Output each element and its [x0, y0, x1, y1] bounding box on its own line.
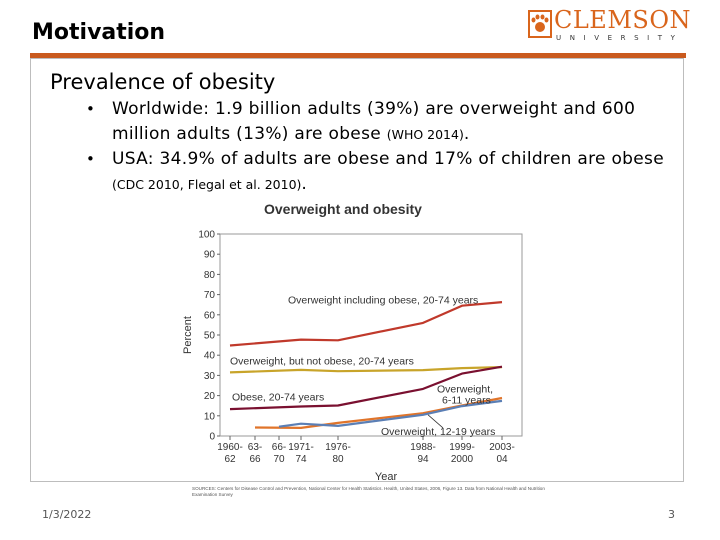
x-tick-label: 1999- — [449, 442, 475, 453]
logo-wordmark: CLEMSON — [554, 6, 692, 34]
bullet-worldwide: Worldwide: 1.9 billion adults (39%) are … — [84, 97, 674, 147]
series-line-1 — [229, 366, 503, 374]
clemson-logo: CLEMSON UNIVERSITY — [528, 6, 692, 44]
x-tick-label: 66- — [272, 442, 286, 453]
x-tick-label: 66 — [249, 454, 261, 465]
y-tick-label: 50 — [204, 331, 216, 342]
logo-subtext: UNIVERSITY — [556, 34, 684, 42]
tiger-paw-icon — [528, 10, 552, 38]
x-tick-label: 2000 — [451, 454, 474, 465]
slide-title: Motivation — [32, 20, 166, 45]
y-tick-label: 100 — [198, 230, 215, 241]
title-divider — [30, 53, 686, 58]
x-tick-label: 1960- — [217, 442, 243, 453]
y-tick-label: 30 — [204, 371, 216, 382]
plot-area — [219, 233, 523, 437]
x-tick-label: 94 — [417, 454, 429, 465]
series-line-2 — [229, 365, 503, 411]
x-tick-label: 80 — [332, 454, 344, 465]
x-tick-label: 63- — [248, 442, 262, 453]
chart-title: Overweight and obesity — [264, 201, 422, 217]
slide-date: 1/3/2022 — [42, 508, 92, 521]
y-tick-label: 10 — [204, 411, 216, 422]
y-tick-label: 80 — [204, 270, 216, 281]
series-label: Overweight, but not obese, 20-74 years — [230, 355, 414, 367]
y-tick-label: 20 — [204, 391, 216, 402]
y-axis-label: Percent — [182, 316, 194, 354]
x-tick-label: 74 — [295, 454, 307, 465]
x-tick-label: 70 — [273, 454, 285, 465]
y-tick-label: 0 — [209, 432, 215, 443]
series-line-0 — [229, 301, 503, 347]
y-tick-label: 70 — [204, 290, 216, 301]
series-label: Overweight including obese, 20-74 years — [288, 295, 478, 307]
series-label: Overweight, 12-19 years — [381, 426, 495, 438]
series-label: Obese, 20-74 years — [232, 392, 324, 404]
x-tick-label: 2003- — [489, 442, 515, 453]
x-axis-label: Year — [375, 471, 398, 483]
citation: (WHO 2014) — [386, 127, 464, 142]
content-frame — [30, 58, 684, 482]
x-tick-label: 1976- — [325, 442, 351, 453]
bullet-usa: USA: 34.9% of adults are obese and 17% o… — [84, 147, 674, 197]
obesity-trend-chart: 0102030405060708090100Percent1960-6263-6… — [182, 230, 523, 483]
label-leader — [427, 414, 444, 429]
slide-page-number: 3 — [668, 508, 675, 521]
slide-subtitle: Prevalence of obesity — [50, 70, 276, 94]
y-tick-label: 40 — [204, 351, 216, 362]
series-line-4 — [278, 399, 503, 428]
citation: (CDC 2010, Flegal et al. 2010) — [112, 177, 302, 192]
x-tick-label: 1988- — [410, 442, 436, 453]
bullet-list: Worldwide: 1.9 billion adults (39%) are … — [84, 97, 674, 197]
y-tick-label: 90 — [204, 250, 216, 261]
series-label: 6-11 years — [442, 395, 491, 407]
chart-source-note: SOURCES: Centers for Disease Control and… — [192, 486, 545, 497]
series-label: Overweight, — [437, 384, 493, 396]
y-tick-label: 60 — [204, 310, 216, 321]
x-tick-label: 1971- — [288, 442, 314, 453]
x-tick-label: 04 — [496, 454, 508, 465]
x-tick-label: 62 — [224, 454, 236, 465]
